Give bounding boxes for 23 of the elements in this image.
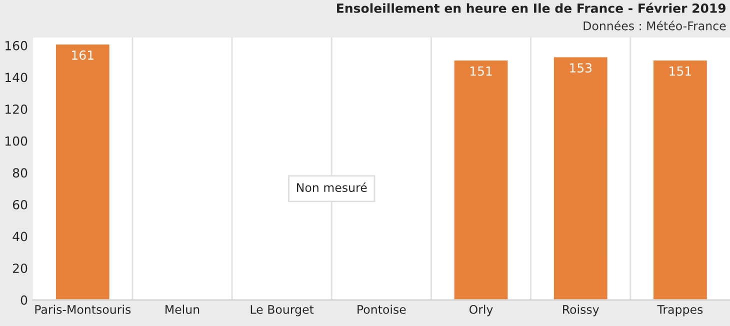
y-tick-label: 0 xyxy=(20,295,28,305)
x-tick-label: Roissy xyxy=(563,304,599,316)
x-tick-label: Trappes xyxy=(657,305,703,316)
y-tick-label: 140 xyxy=(6,72,28,82)
chart-title: Ensoleillement en heure en Ile de France - Février 2019 xyxy=(337,2,726,13)
y-tick-label: 60 xyxy=(12,200,28,210)
data-label: 151 xyxy=(670,66,691,76)
annotation: Non mesuré xyxy=(297,182,367,192)
y-tick-label: 80 xyxy=(12,168,28,178)
data-label: 151 xyxy=(470,66,492,76)
y-tick-label: 20 xyxy=(13,264,28,274)
data-label: 153 xyxy=(570,63,592,73)
x-tick-label: Le Bourget xyxy=(250,305,314,316)
y-tick-label: 120 xyxy=(6,104,28,114)
x-tick-label: Melun xyxy=(166,304,200,314)
y-tick-label: 160 xyxy=(6,40,28,50)
x-tick-label: Pontoise xyxy=(358,304,406,314)
y-tick-label: 40 xyxy=(12,232,28,242)
chart-subtitle: Données : Météo-France xyxy=(584,20,726,30)
data-label: 161 xyxy=(72,50,94,60)
x-tick-label: Paris-Montsouris xyxy=(35,304,131,314)
y-tick-label: 100 xyxy=(6,136,28,146)
x-tick-label: Orly xyxy=(469,304,493,316)
